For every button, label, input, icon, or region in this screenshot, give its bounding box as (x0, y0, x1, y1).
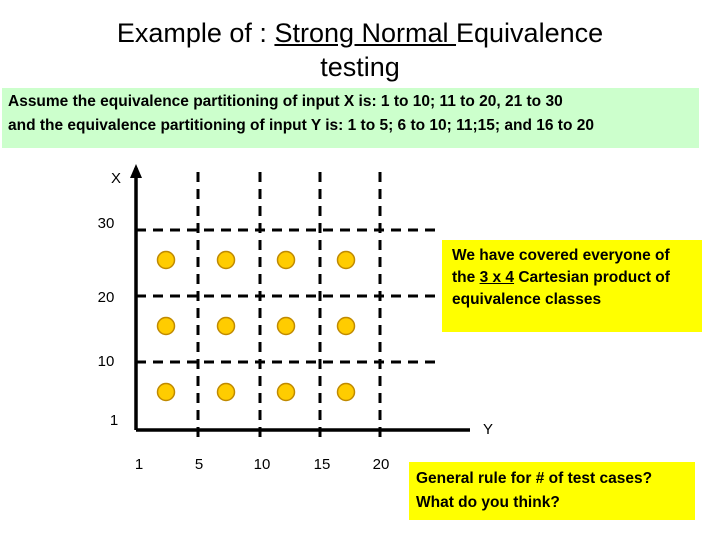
question-line-2: What do you think? (416, 494, 560, 511)
test-case-point (336, 316, 356, 336)
test-case-point (276, 316, 296, 336)
assumption-line-1: Assume the equivalence partitioning of i… (8, 93, 563, 110)
x-tick-label: 1 (110, 412, 118, 429)
title-suffix: Equivalence (456, 18, 604, 48)
question-line-1: General rule for # of test cases? (416, 470, 653, 487)
test-case-point (276, 250, 296, 270)
test-case-point (336, 250, 356, 270)
test-case-point (216, 316, 236, 336)
callout-text-2: Cartesian product of equivalence classes (452, 269, 670, 308)
x-axis-name: X (111, 170, 121, 187)
test-case-point (156, 382, 176, 402)
assumption-box: Assume the equivalence partitioning of i… (2, 88, 699, 148)
title-line2: testing (320, 52, 400, 82)
x-tick-label: 10 (98, 353, 115, 370)
slide-title: Example of : Strong Normal Equivalence t… (0, 16, 720, 84)
test-case-point (216, 382, 236, 402)
question-box: General rule for # of test cases? What d… (409, 462, 695, 520)
test-case-point (216, 250, 236, 270)
x-tick-label: 30 (98, 215, 115, 232)
test-case-point (156, 250, 176, 270)
y-axis-name: Y (483, 421, 493, 438)
test-case-point (156, 316, 176, 336)
y-tick-label: 1 (135, 456, 143, 473)
test-case-point (276, 382, 296, 402)
x-axis-arrow-icon (130, 164, 142, 178)
title-prefix: Example of : (116, 18, 275, 48)
test-case-points (156, 250, 356, 402)
title-underlined: Strong Normal (274, 18, 457, 48)
y-tick-label: 10 (254, 456, 271, 473)
y-tick-label: 20 (373, 456, 390, 473)
test-case-point (336, 382, 356, 402)
callout-text-1: We have covered everyone of the (452, 247, 670, 286)
coverage-callout: We have covered everyone of the 3 x 4 Ca… (442, 240, 702, 332)
x-tick-label: 20 (98, 289, 115, 306)
y-tick-label: 15 (314, 456, 331, 473)
y-tick-label: 5 (195, 456, 203, 473)
callout-cartesian-size: 3 x 4 (479, 269, 515, 286)
assumption-line-2: and the equivalence partitioning of inpu… (8, 117, 594, 134)
